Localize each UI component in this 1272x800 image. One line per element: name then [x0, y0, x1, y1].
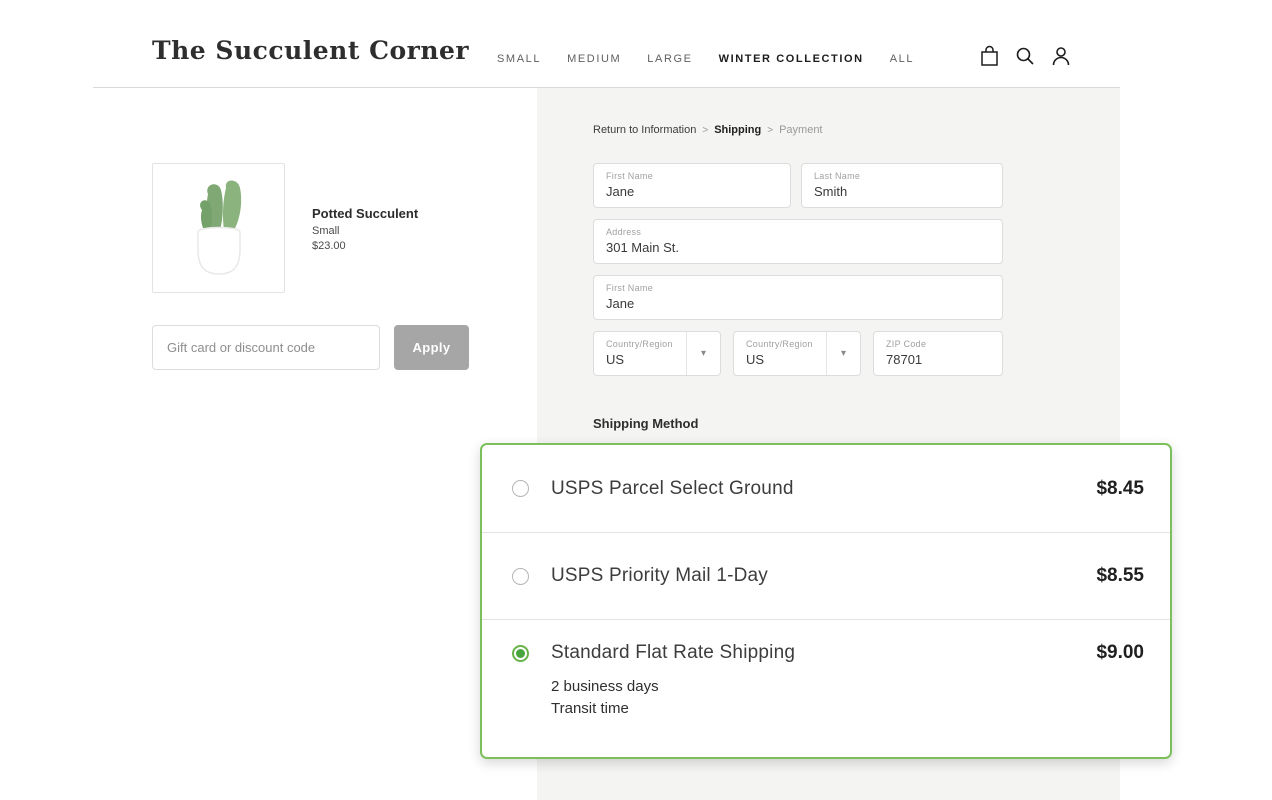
breadcrumb: Return to Information > Shipping > Payme…	[593, 124, 823, 136]
radio-unselected-icon[interactable]	[512, 480, 529, 497]
chevron-down-icon[interactable]: ▾	[686, 332, 720, 375]
breadcrumb-return-link[interactable]: Return to Information	[593, 124, 697, 136]
address-field[interactable]: Address	[593, 219, 1003, 264]
shipping-option-name: Standard Flat Rate Shipping	[551, 642, 796, 663]
country-2-label: Country/Region	[746, 339, 813, 349]
shipping-method-title: Shipping Method	[593, 416, 699, 431]
first-name-field[interactable]: First Name	[593, 163, 791, 208]
breadcrumb-current-step: Shipping	[714, 124, 762, 136]
nav-item-large[interactable]: LARGE	[647, 53, 693, 65]
zip-code-input[interactable]	[886, 350, 990, 367]
search-icon[interactable]	[1014, 44, 1036, 68]
transit-days-text: 2 business days	[551, 678, 659, 695]
first-name-2-field[interactable]: First Name	[593, 275, 1003, 320]
country-select-2[interactable]: Country/Region US ▾	[733, 331, 861, 376]
first-name-input[interactable]	[606, 182, 778, 199]
shipping-option-usps-parcel-select[interactable]: USPS Parcel Select Ground $8.45	[482, 445, 1170, 532]
product-thumbnail	[152, 163, 285, 293]
chevron-down-icon[interactable]: ▾	[826, 332, 860, 375]
shipping-option-standard-flat-rate[interactable]: Standard Flat Rate Shipping 2 business d…	[482, 619, 1170, 757]
country-1-value: US	[606, 352, 625, 367]
product-name: Potted Succulent	[312, 206, 419, 221]
product-variant: Small	[312, 225, 340, 237]
transit-time-text: Transit time	[551, 700, 629, 717]
header-divider	[93, 87, 1120, 88]
header-icons	[978, 44, 1072, 68]
shipping-option-name: USPS Priority Mail 1-Day	[551, 565, 769, 586]
first-name-2-label: First Name	[606, 283, 654, 293]
zip-code-label: ZIP Code	[886, 339, 927, 349]
account-icon[interactable]	[1050, 44, 1072, 68]
zip-code-field[interactable]: ZIP Code	[873, 331, 1003, 376]
product-price: $23.00	[312, 240, 346, 252]
last-name-label: Last Name	[814, 171, 861, 181]
breadcrumb-next-step: Payment	[779, 124, 823, 136]
store-logo[interactable]: The Succulent Corner	[152, 36, 470, 65]
nav-item-all[interactable]: ALL	[889, 53, 915, 65]
shipping-option-price: $9.00	[1096, 642, 1144, 663]
breadcrumb-separator: >	[767, 124, 774, 136]
apply-discount-button[interactable]: Apply	[394, 325, 469, 370]
country-select-1[interactable]: Country/Region US ▾	[593, 331, 721, 376]
radio-unselected-icon[interactable]	[512, 567, 529, 585]
succulent-image	[196, 180, 241, 275]
country-1-label: Country/Region	[606, 339, 673, 349]
shipping-option-price: $8.45	[1096, 477, 1144, 499]
last-name-field[interactable]: Last Name	[801, 163, 1003, 208]
first-name-label: First Name	[606, 171, 654, 181]
shipping-options-panel: USPS Parcel Select Ground $8.45 USPS Pri…	[480, 443, 1172, 759]
radio-selected-icon[interactable]	[512, 645, 529, 662]
address-label: Address	[606, 227, 642, 237]
main-nav: SMALL MEDIUM LARGE WINTER COLLECTION ALL	[497, 53, 914, 65]
address-input[interactable]	[606, 238, 990, 255]
shipping-option-name: USPS Parcel Select Ground	[551, 477, 794, 499]
shipping-option-price: $8.55	[1096, 565, 1144, 586]
breadcrumb-separator: >	[702, 124, 709, 136]
cart-bag-icon[interactable]	[978, 44, 1000, 68]
shipping-option-details: 2 business days Transit time	[551, 676, 795, 720]
nav-item-medium[interactable]: MEDIUM	[567, 53, 622, 65]
shipping-option-usps-priority-1day[interactable]: USPS Priority Mail 1-Day $8.55	[482, 532, 1170, 619]
nav-item-winter-collection[interactable]: WINTER COLLECTION	[718, 53, 864, 65]
gift-card-input[interactable]	[152, 325, 380, 370]
country-2-value: US	[746, 352, 765, 367]
first-name-2-input[interactable]	[606, 294, 990, 311]
nav-item-small[interactable]: SMALL	[497, 53, 542, 65]
last-name-input[interactable]	[814, 182, 990, 199]
